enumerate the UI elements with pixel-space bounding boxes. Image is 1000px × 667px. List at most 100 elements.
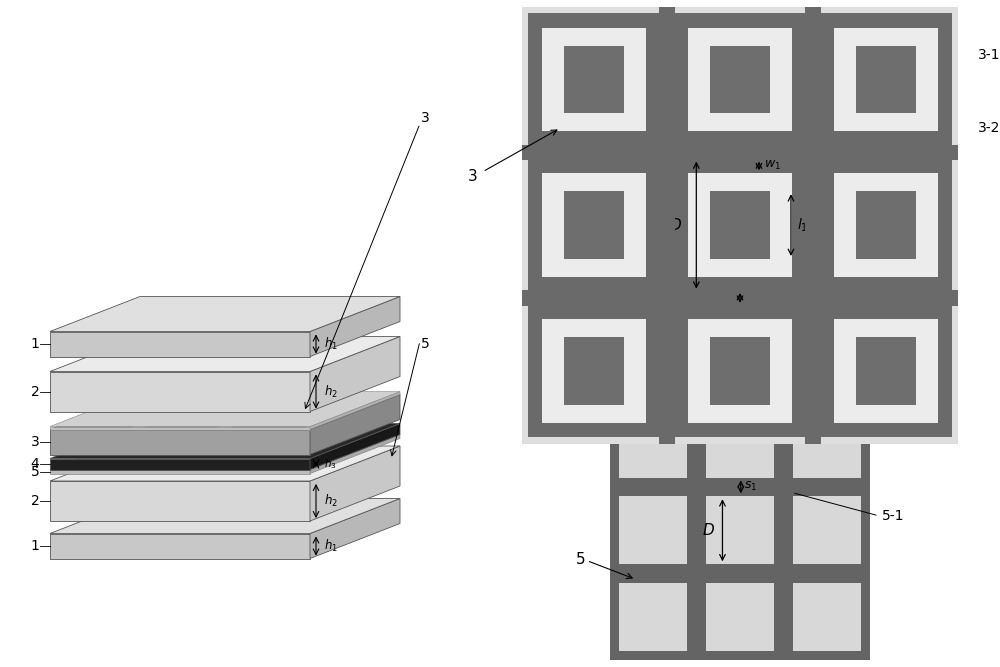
Polygon shape <box>50 426 310 430</box>
Bar <box>710 337 770 404</box>
Polygon shape <box>207 402 247 405</box>
Polygon shape <box>50 430 310 454</box>
Polygon shape <box>50 331 310 356</box>
Bar <box>688 319 792 423</box>
Polygon shape <box>112 400 180 408</box>
Bar <box>522 152 667 298</box>
Bar <box>619 410 687 478</box>
Bar <box>856 191 916 259</box>
Bar <box>706 583 774 651</box>
Bar <box>688 173 792 277</box>
Text: $D$: $D$ <box>702 522 715 538</box>
Polygon shape <box>67 418 135 426</box>
Polygon shape <box>50 434 400 470</box>
Bar <box>673 159 807 291</box>
Polygon shape <box>240 418 308 426</box>
Bar <box>528 304 661 438</box>
Polygon shape <box>162 419 202 423</box>
Polygon shape <box>50 534 310 558</box>
Polygon shape <box>50 470 310 474</box>
Bar <box>667 298 813 444</box>
Text: 3: 3 <box>31 435 39 449</box>
Bar <box>564 191 624 259</box>
Polygon shape <box>56 416 152 428</box>
Bar <box>522 298 667 444</box>
Bar <box>542 173 646 277</box>
Text: $D$: $D$ <box>669 217 682 233</box>
Polygon shape <box>294 402 333 405</box>
Bar <box>834 173 938 277</box>
Text: 3-2: 3-2 <box>978 121 1000 135</box>
Bar <box>813 298 958 444</box>
Polygon shape <box>188 398 284 411</box>
Polygon shape <box>76 419 115 423</box>
Polygon shape <box>230 416 325 428</box>
Bar <box>542 319 646 423</box>
Polygon shape <box>310 498 400 558</box>
Polygon shape <box>285 400 353 408</box>
Bar <box>528 159 661 291</box>
Bar <box>805 7 821 444</box>
Bar <box>522 145 958 160</box>
Bar <box>542 27 646 131</box>
Polygon shape <box>275 398 370 411</box>
Bar <box>528 13 661 146</box>
Polygon shape <box>50 446 400 481</box>
Bar <box>793 410 861 478</box>
Polygon shape <box>310 297 400 356</box>
Polygon shape <box>102 398 197 411</box>
Bar <box>813 7 958 152</box>
Polygon shape <box>50 297 400 331</box>
Polygon shape <box>50 394 400 430</box>
Bar <box>667 152 813 298</box>
Text: $h_2$: $h_2$ <box>324 493 337 509</box>
Bar <box>706 496 774 564</box>
Bar <box>673 13 807 146</box>
Bar <box>710 46 770 113</box>
Polygon shape <box>50 392 400 426</box>
Text: 1: 1 <box>31 337 39 351</box>
Text: 5-1: 5-1 <box>882 509 904 523</box>
Text: 3-1: 3-1 <box>978 48 1000 62</box>
Bar <box>834 27 938 131</box>
Bar <box>706 410 774 478</box>
Bar <box>856 46 916 113</box>
Bar <box>659 7 675 444</box>
Bar <box>793 583 861 651</box>
Polygon shape <box>310 394 400 454</box>
Text: 5: 5 <box>421 336 429 350</box>
Bar <box>619 496 687 564</box>
Bar <box>793 496 861 564</box>
Text: $l_1$: $l_1$ <box>797 216 808 234</box>
Text: $s_1$: $s_1$ <box>744 480 757 494</box>
Text: 3: 3 <box>421 111 429 125</box>
Polygon shape <box>143 416 239 428</box>
Bar <box>819 13 952 146</box>
Bar <box>564 337 624 404</box>
Polygon shape <box>310 446 400 521</box>
Polygon shape <box>310 424 400 470</box>
Text: $h_3$: $h_3$ <box>324 457 336 471</box>
Text: $h_1$: $h_1$ <box>324 336 337 352</box>
Text: 5: 5 <box>576 552 586 567</box>
Text: 1: 1 <box>31 539 39 553</box>
Bar <box>856 337 916 404</box>
Bar <box>619 583 687 651</box>
Polygon shape <box>154 418 222 426</box>
Text: $w_1$: $w_1$ <box>764 159 781 173</box>
Bar <box>813 152 958 298</box>
Bar <box>564 46 624 113</box>
Bar <box>834 319 938 423</box>
Bar <box>819 159 952 291</box>
Polygon shape <box>50 498 400 534</box>
Bar <box>819 304 952 438</box>
Polygon shape <box>249 419 288 423</box>
Bar <box>710 191 770 259</box>
Text: $h_1$: $h_1$ <box>324 538 337 554</box>
Bar <box>688 27 792 131</box>
Polygon shape <box>50 458 310 470</box>
Bar <box>522 7 667 152</box>
Text: 2: 2 <box>31 494 39 508</box>
Polygon shape <box>199 400 267 408</box>
Text: $h_2$: $h_2$ <box>324 384 337 400</box>
